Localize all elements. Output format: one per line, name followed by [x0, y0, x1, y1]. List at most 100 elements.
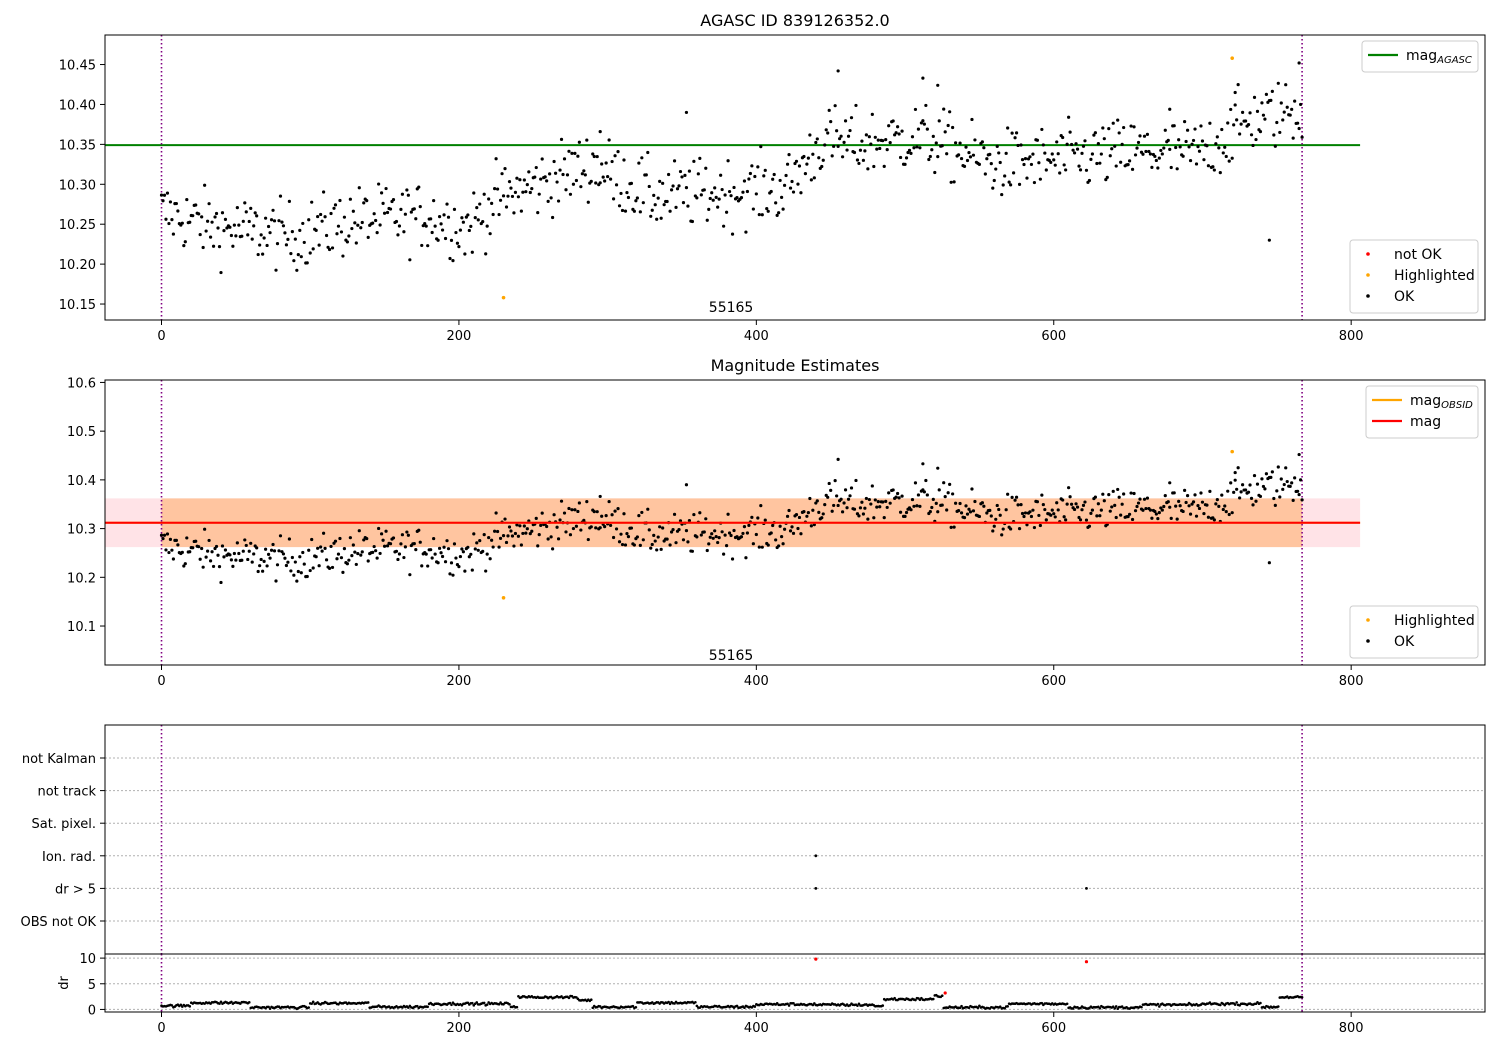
ok-point: [882, 516, 886, 520]
ok-point: [513, 531, 518, 536]
ok-point: [1269, 475, 1273, 479]
ok-point: [1293, 99, 1297, 103]
ok-point: [1187, 504, 1191, 508]
ok-point: [677, 184, 681, 188]
ok-point: [167, 550, 171, 555]
ok-point: [1108, 509, 1112, 513]
ok-point: [674, 541, 678, 545]
ok-point: [585, 500, 589, 504]
ok-point: [244, 543, 248, 548]
ok-point: [1156, 517, 1160, 521]
ok-point: [632, 209, 636, 213]
ok-point: [1249, 496, 1254, 500]
ok-point: [998, 160, 1002, 165]
ok-point: [872, 516, 876, 520]
dr-ok-point: [940, 994, 944, 997]
ok-point: [1284, 466, 1288, 470]
ok-point: [323, 215, 327, 219]
ok-point: [296, 569, 300, 574]
ok-point: [799, 191, 803, 195]
ok-point: [1285, 105, 1289, 109]
ok-point: [864, 496, 868, 501]
ok-point: [1007, 180, 1011, 184]
ok-point: [381, 201, 385, 205]
ok-point: [1255, 482, 1260, 486]
ok-point: [194, 539, 198, 543]
ok-point: [377, 526, 381, 531]
ok-point: [695, 196, 699, 200]
ok-point: [497, 212, 501, 217]
ok-point: [799, 532, 803, 536]
dr-ok-point: [268, 1007, 272, 1010]
ok-point: [1116, 487, 1120, 492]
ok-point: [1010, 131, 1014, 135]
ok-point: [555, 180, 559, 184]
axes-frame: [104, 34, 1486, 321]
ok-point: [1300, 135, 1304, 139]
ok-point: [576, 154, 580, 158]
legend-label: magOBSID: [1410, 393, 1473, 411]
ok-point: [553, 171, 558, 175]
ok-point: [509, 529, 513, 533]
ok-point: [1065, 142, 1069, 146]
ok-point: [488, 557, 492, 561]
ok-point: [467, 228, 471, 233]
ok-point: [918, 504, 922, 508]
ok-point: [1236, 82, 1240, 87]
ok-point: [241, 219, 245, 223]
ok-point: [1282, 110, 1286, 114]
ok-point: [528, 532, 532, 536]
ok-point: [478, 539, 482, 543]
ok-point: [956, 153, 961, 157]
dr-ok-point: [1098, 1007, 1102, 1010]
ok-point: [1101, 492, 1105, 496]
ok-point: [327, 247, 332, 252]
ok-point: [210, 220, 214, 224]
ok-point: [360, 550, 364, 554]
dr-ok-point: [307, 1006, 311, 1009]
ok-point: [442, 545, 446, 549]
ok-point: [796, 182, 800, 186]
ok-point: [1061, 498, 1065, 502]
ok-point: [546, 537, 550, 541]
ok-point: [757, 545, 761, 549]
ok-point: [493, 529, 497, 533]
ok-point: [293, 237, 297, 241]
ok-point: [403, 212, 407, 216]
ok-point: [592, 510, 596, 514]
ok-point: [1138, 497, 1142, 501]
ok-point: [739, 195, 744, 200]
ok-point: [168, 200, 173, 204]
ok-point: [417, 528, 421, 532]
ok-point: [708, 196, 712, 201]
ok-point: [1162, 146, 1166, 150]
ok-point: [760, 213, 764, 217]
ok-point: [365, 536, 369, 541]
ok-point: [918, 146, 922, 150]
dr-ok-point: [1233, 1003, 1237, 1006]
ok-point: [406, 533, 410, 537]
ok-point: [729, 533, 733, 538]
ok-point: [1058, 171, 1062, 175]
ok-point: [821, 158, 825, 162]
ok-point: [820, 164, 824, 169]
ok-point: [710, 191, 714, 195]
ok-point: [836, 144, 840, 148]
ok-point: [573, 151, 577, 155]
ok-point: [769, 189, 773, 194]
ok-point: [794, 512, 799, 517]
ok-point: [391, 197, 396, 202]
ok-point: [933, 170, 937, 175]
ok-point: [558, 168, 562, 172]
ok-point: [500, 172, 504, 176]
ok-point: [210, 550, 214, 554]
ok-point: [320, 219, 324, 223]
ok-point: [308, 251, 312, 255]
ok-point: [519, 543, 523, 547]
ok-point: [1098, 161, 1102, 165]
ok-point: [964, 145, 968, 149]
ok-point: [980, 140, 984, 144]
ok-point: [1241, 110, 1245, 115]
ok-point: [211, 564, 216, 569]
ok-point: [683, 173, 687, 177]
